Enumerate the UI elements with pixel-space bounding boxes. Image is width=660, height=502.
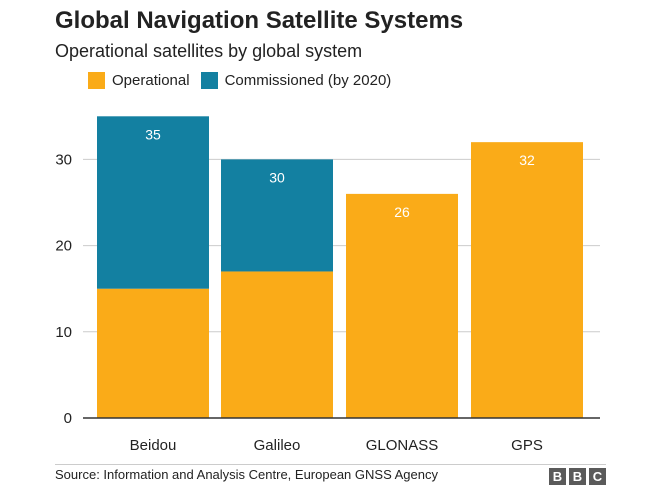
bar-segment-operational [346, 193, 458, 418]
y-tick-label: 20 [55, 238, 72, 255]
y-tick-label: 30 [55, 151, 72, 168]
data-label: 32 [519, 152, 535, 168]
data-label: 30 [269, 169, 285, 185]
x-tick-label: Beidou [130, 437, 177, 454]
legend: Operational Commissioned (by 2020) [88, 70, 402, 90]
data-label: 35 [145, 126, 161, 142]
bbc-logo-letter: C [589, 468, 606, 485]
source-note: Source: Information and Analysis Centre,… [55, 467, 438, 482]
y-tick-label: 0 [64, 410, 72, 427]
chart-title: Global Navigation Satellite Systems [55, 7, 464, 34]
bbc-logo: B B C [546, 468, 606, 485]
bar-segment-operational [97, 288, 209, 418]
x-tick-label: GLONASS [366, 437, 439, 454]
legend-item-commissioned: Commissioned (by 2020) [200, 71, 392, 89]
legend-label-commissioned: Commissioned (by 2020) [224, 71, 392, 89]
bbc-logo-letter: B [549, 468, 566, 485]
x-tick-label: Galileo [254, 437, 301, 454]
bar-segment-operational [471, 142, 583, 418]
chart-subtitle: Operational satellites by global system [55, 41, 363, 61]
x-tick-label: GPS [511, 437, 543, 454]
legend-swatch-operational [88, 71, 105, 89]
y-tick-label: 10 [55, 324, 72, 341]
bar-segment-commissioned [97, 116, 209, 289]
footer-divider [55, 464, 606, 465]
bar-segment-commissioned [221, 159, 333, 272]
data-label: 26 [394, 204, 410, 220]
legend-item-operational: Operational [88, 71, 190, 89]
legend-swatch-commissioned [200, 71, 218, 89]
legend-label-operational: Operational [112, 71, 190, 89]
bar-segment-operational [221, 271, 333, 418]
bbc-logo-letter: B [569, 468, 586, 485]
